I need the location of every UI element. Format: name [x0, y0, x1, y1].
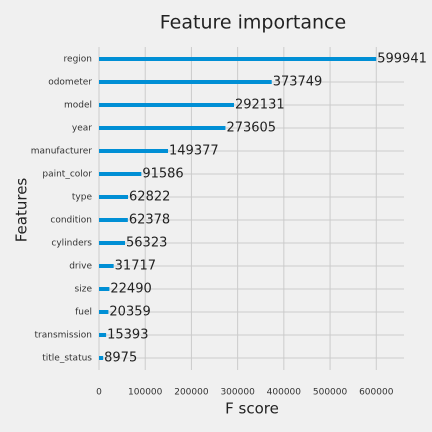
data-label: 273605: [226, 121, 276, 136]
y-tick-label: cylinders: [51, 239, 92, 249]
y-tick-label: drive: [69, 262, 92, 272]
bar: [99, 241, 126, 245]
data-label: 62822: [129, 190, 170, 205]
data-label: 31717: [115, 259, 156, 274]
y-tick-label: transmission: [35, 331, 93, 341]
x-tick-label: 300000: [220, 388, 255, 398]
y-tick-label: year: [72, 124, 92, 134]
data-label: 22490: [110, 282, 151, 297]
x-tick-label: 100000: [128, 388, 163, 398]
data-label: 599941: [377, 52, 427, 67]
data-label: 292131: [235, 98, 285, 113]
bar: [99, 310, 109, 314]
bar: [99, 172, 142, 176]
y-tick-label: region: [64, 55, 92, 65]
bar: [99, 333, 107, 337]
x-tick-label: 0: [96, 388, 102, 398]
x-tick-label: 500000: [313, 388, 348, 398]
data-label: 62378: [129, 213, 170, 228]
data-label: 149377: [169, 144, 219, 159]
x-tick-label: 600000: [359, 388, 394, 398]
y-tick-label: odometer: [48, 78, 92, 88]
data-label: 56323: [126, 236, 167, 251]
x-axis-label: F score: [225, 400, 279, 418]
bar: [99, 287, 110, 291]
bar: [99, 218, 128, 222]
data-label: 15393: [107, 328, 148, 343]
x-tick-label: 400000: [267, 388, 302, 398]
bar: [99, 195, 129, 199]
bar: [99, 80, 272, 84]
bar: [99, 103, 234, 107]
data-label: 8975: [104, 351, 137, 366]
bar: [99, 264, 114, 268]
y-axis-label: Features: [13, 178, 31, 243]
chart-title: Feature importance: [160, 12, 346, 34]
x-tick-label: 200000: [174, 388, 209, 398]
y-tick-label: condition: [50, 216, 92, 226]
y-tick-label: size: [75, 285, 93, 295]
bar: [99, 126, 226, 130]
y-tick-label: paint_color: [42, 170, 92, 180]
y-tick-label: type: [72, 193, 93, 203]
data-label: 20359: [109, 305, 150, 320]
data-label: 91586: [142, 167, 183, 182]
bar: [99, 356, 104, 360]
data-label: 373749: [273, 75, 323, 90]
y-tick-label: title_status: [42, 354, 92, 364]
y-tick-label: fuel: [75, 308, 92, 318]
y-tick-label: manufacturer: [31, 147, 93, 157]
bar: [99, 57, 377, 61]
y-tick-label: model: [64, 101, 92, 111]
bar: [99, 149, 169, 153]
